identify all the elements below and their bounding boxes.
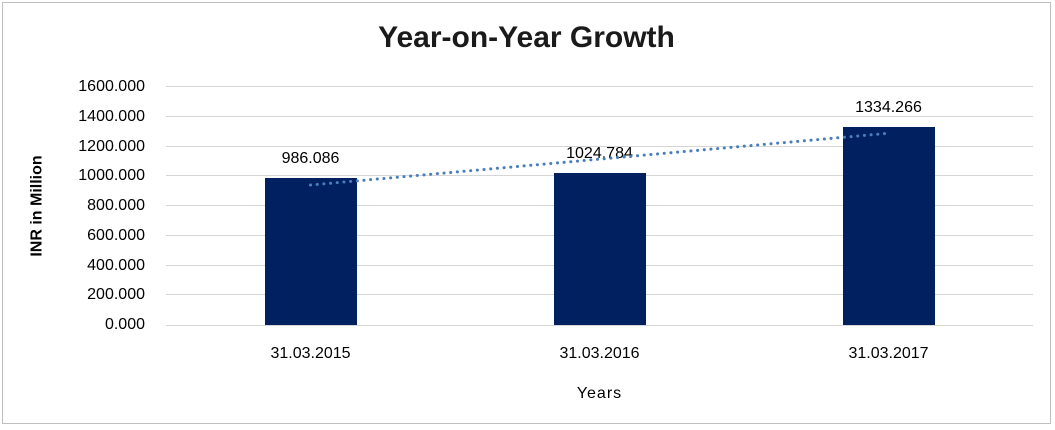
x-tick-label: 31.03.2017 xyxy=(848,345,929,362)
x-axis-title: Years xyxy=(576,385,623,402)
bar-data-label: 1334.266 xyxy=(855,98,922,116)
y-tick-label: 200.000 xyxy=(87,286,145,304)
gridline xyxy=(166,115,1033,117)
y-tick-label: 1600.000 xyxy=(78,78,145,95)
chart-frame: Year-on-Year Growth INR in Million 986.0… xyxy=(2,2,1051,424)
y-tick-label: 400.000 xyxy=(87,256,145,274)
y-tick-label: 1200.000 xyxy=(78,137,145,155)
bar-31.03.2017 xyxy=(842,126,935,325)
x-tick-label: 31.03.2016 xyxy=(559,345,640,362)
gridline xyxy=(166,145,1033,147)
y-tick-label: 800.000 xyxy=(87,197,145,214)
bar-data-label: 986.086 xyxy=(281,150,340,168)
bar-31.03.2016 xyxy=(553,172,646,325)
plot-area: 986.086 1024.784 1334.266 xyxy=(166,86,1033,326)
gridline xyxy=(166,325,1033,326)
y-tick-label: 1400.000 xyxy=(78,107,145,125)
y-tick-label: 600.000 xyxy=(87,226,145,244)
y-tick-label: 0.000 xyxy=(104,316,145,333)
chart-title: Year-on-Year Growth xyxy=(378,21,675,54)
gridline xyxy=(166,86,1033,87)
x-tick-label: 31.03.2015 xyxy=(270,345,351,362)
y-tick-label: 1000.000 xyxy=(78,167,145,185)
trendline-dotted xyxy=(309,131,890,187)
bar-31.03.2015 xyxy=(264,178,357,325)
